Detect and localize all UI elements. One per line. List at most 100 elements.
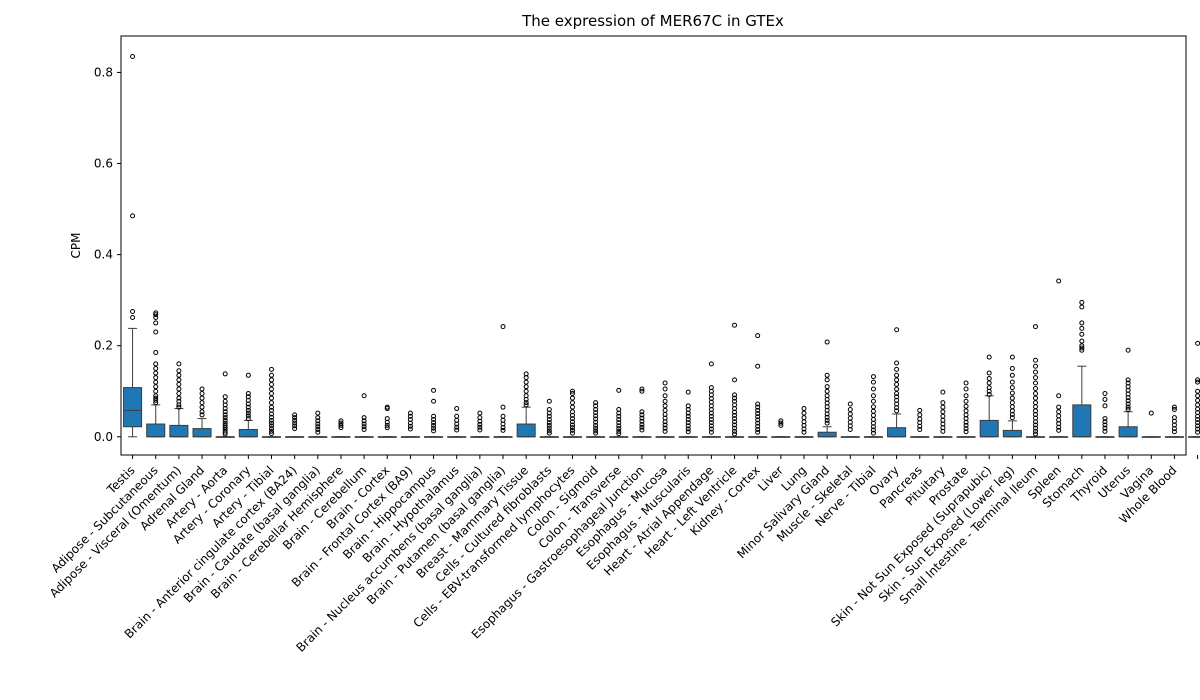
outlier-point	[523, 379, 529, 385]
outlier-point	[1125, 395, 1131, 401]
outlier-point	[708, 426, 714, 432]
box-group	[1164, 404, 1184, 438]
outlier-point	[523, 388, 529, 394]
outlier-point	[755, 333, 761, 339]
box-group	[354, 393, 374, 438]
outlier-point	[153, 350, 159, 356]
outlier-point	[1195, 393, 1200, 399]
outlier-point	[662, 407, 668, 413]
outlier-point	[569, 430, 575, 436]
outlier-point	[222, 406, 228, 412]
outlier-point	[1102, 416, 1108, 422]
outlier-point	[639, 386, 645, 392]
outlier-point	[569, 412, 575, 418]
outlier-point	[616, 426, 622, 432]
box-group	[562, 388, 582, 438]
outlier-point	[940, 409, 946, 415]
outlier-point	[824, 372, 830, 378]
outlier-point	[894, 377, 900, 383]
outlier-point	[708, 420, 714, 426]
outlier-point	[824, 414, 830, 420]
outlier-point	[940, 404, 946, 410]
outlier-point	[268, 400, 274, 406]
outlier-point	[153, 400, 159, 406]
box-group	[215, 371, 235, 438]
outlier-point	[477, 424, 483, 430]
outlier-point	[616, 428, 622, 434]
outlier-point	[384, 406, 390, 412]
outlier-point	[708, 423, 714, 429]
outlier-point	[593, 406, 599, 412]
outlier-point	[824, 388, 830, 394]
outlier-point	[1195, 402, 1200, 408]
outlier-point	[755, 401, 761, 407]
outlier-point	[732, 416, 738, 422]
outlier-point	[963, 380, 969, 386]
outlier-point	[199, 400, 205, 406]
outlier-point	[153, 314, 159, 320]
outlier-point	[384, 419, 390, 425]
outlier-point	[685, 426, 691, 432]
outlier-point	[639, 415, 645, 421]
outlier-point	[963, 403, 969, 409]
chart-title: The expression of MER67C in GTEx	[521, 12, 784, 30]
outlier-point	[523, 396, 529, 402]
outlier-point	[1009, 404, 1015, 410]
outlier-point	[222, 415, 228, 421]
outlier-point	[153, 379, 159, 385]
iqr-box	[123, 387, 143, 428]
outlier-point	[292, 426, 298, 432]
outlier-point	[755, 414, 761, 420]
box-group	[725, 322, 745, 438]
outlier-point	[986, 391, 992, 397]
iqr-box	[1002, 429, 1022, 438]
outlier-point	[824, 411, 830, 417]
outlier-point	[1033, 419, 1039, 425]
outlier-point	[755, 423, 761, 429]
y-tick-label: 0.0	[94, 430, 113, 444]
outlier-point	[1056, 278, 1062, 284]
outlier-point	[1079, 320, 1085, 326]
outlier-point	[1102, 425, 1108, 431]
outlier-point	[940, 413, 946, 419]
outlier-point	[917, 407, 923, 413]
outlier-point	[1033, 400, 1039, 406]
outlier-point	[616, 416, 622, 422]
outlier-point	[523, 375, 529, 381]
outlier-point	[176, 381, 182, 387]
outlier-point	[431, 413, 437, 419]
iqr-box	[887, 427, 907, 438]
outlier-point	[1056, 404, 1062, 410]
outlier-point	[986, 370, 992, 376]
outlier-point	[685, 423, 691, 429]
outlier-point	[708, 410, 714, 416]
outlier-point	[268, 391, 274, 397]
outlier-point	[1033, 363, 1039, 369]
box-group	[609, 387, 629, 438]
outlier-point	[361, 415, 367, 421]
outlier-point	[315, 424, 321, 430]
outlier-point	[268, 420, 274, 426]
outlier-point	[361, 426, 367, 432]
outlier-point	[569, 416, 575, 422]
outlier-point	[963, 393, 969, 399]
outlier-point	[894, 381, 900, 387]
box-group	[331, 418, 351, 438]
outlier-point	[755, 417, 761, 423]
outlier-point	[870, 424, 876, 430]
outlier-point	[268, 428, 274, 434]
box-group	[632, 386, 652, 438]
outlier-point	[315, 426, 321, 432]
outlier-point	[338, 425, 344, 431]
outlier-point	[546, 420, 552, 426]
outlier-point	[593, 430, 599, 436]
outlier-point	[153, 395, 159, 401]
outlier-point	[315, 421, 321, 427]
outlier-point	[639, 424, 645, 430]
outlier-point	[755, 407, 761, 413]
outlier-point	[153, 310, 159, 316]
outlier-point	[870, 398, 876, 404]
outlier-point	[268, 381, 274, 387]
outlier-point	[500, 324, 506, 330]
